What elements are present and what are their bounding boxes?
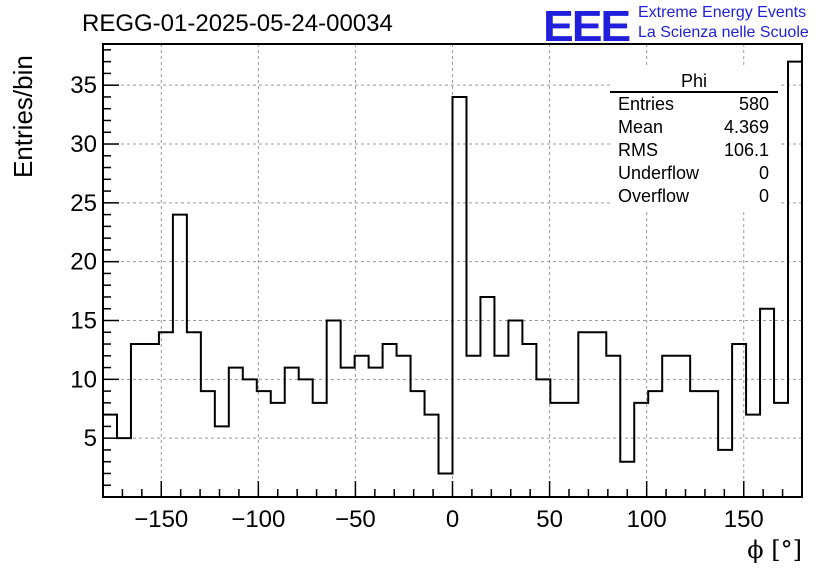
x-axis-label: ϕ [°] bbox=[747, 536, 802, 564]
logo-subtitle-2: La Scienza nelle Scuole bbox=[638, 24, 809, 41]
x-tick-label: −150 bbox=[134, 506, 188, 533]
y-tick-label: 10 bbox=[70, 366, 97, 393]
chart-title: REGG-01-2025-05-24-00034 bbox=[82, 10, 393, 37]
x-tick-label: 100 bbox=[627, 506, 667, 533]
y-axis-label: Entries/bin bbox=[8, 55, 38, 178]
stats-label-overflow: Overflow bbox=[618, 186, 690, 206]
stats-label-entries: Entries bbox=[618, 94, 674, 114]
y-tick-labels: 5 10 15 20 25 30 35 bbox=[70, 72, 97, 452]
x-tick-label: 50 bbox=[536, 506, 563, 533]
stats-value-rms: 106.1 bbox=[724, 140, 769, 160]
stats-value-underflow: 0 bbox=[759, 163, 769, 183]
y-tick-label: 5 bbox=[84, 425, 97, 452]
stats-label-rms: RMS bbox=[618, 140, 658, 160]
stats-value-mean: 4.369 bbox=[724, 117, 769, 137]
y-tick-label: 30 bbox=[70, 131, 97, 158]
axis-ticks bbox=[103, 49, 784, 497]
y-tick-label: 20 bbox=[70, 249, 97, 276]
x-tick-label: 150 bbox=[724, 506, 764, 533]
stats-label-underflow: Underflow bbox=[618, 163, 700, 183]
x-tick-labels: −150 −100 −50 0 50 100 150 bbox=[134, 506, 764, 533]
eee-logo: EEE bbox=[543, 2, 631, 51]
logo-subtitle-1: Extreme Energy Events bbox=[638, 4, 807, 21]
y-tick-label: 15 bbox=[70, 308, 97, 335]
x-tick-label: −100 bbox=[231, 506, 285, 533]
histogram-outline bbox=[103, 60, 802, 475]
stats-label-mean: Mean bbox=[618, 117, 663, 137]
y-tick-label: 35 bbox=[70, 72, 97, 99]
x-tick-label: 0 bbox=[446, 506, 459, 533]
stats-name: Phi bbox=[681, 71, 707, 91]
stats-value-overflow: 0 bbox=[759, 186, 769, 206]
stats-box: Phi Entries 580 Mean 4.369 RMS 106.1 Und… bbox=[610, 66, 778, 210]
x-tick-label: −50 bbox=[335, 506, 376, 533]
stats-value-entries: 580 bbox=[739, 94, 769, 114]
y-tick-label: 25 bbox=[70, 190, 97, 217]
